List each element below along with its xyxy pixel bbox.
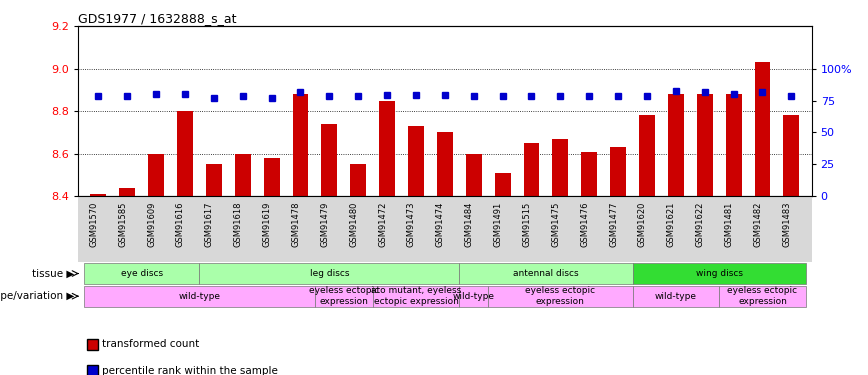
Text: GSM91570: GSM91570 <box>89 201 98 247</box>
Text: ato mutant, eyeless
ectopic expression: ato mutant, eyeless ectopic expression <box>371 286 461 306</box>
Text: eyeless ectopic
expression: eyeless ectopic expression <box>309 286 378 306</box>
Bar <box>351 164 366 196</box>
Bar <box>633 285 720 307</box>
Bar <box>639 116 655 196</box>
Bar <box>754 62 771 196</box>
Bar <box>321 124 338 196</box>
Text: GSM91620: GSM91620 <box>638 201 647 247</box>
Bar <box>148 154 164 196</box>
Text: GSM91476: GSM91476 <box>580 201 589 247</box>
Bar <box>206 164 222 196</box>
Bar <box>84 285 315 307</box>
Text: GSM91515: GSM91515 <box>523 201 531 247</box>
Bar <box>177 111 193 196</box>
Text: GSM91483: GSM91483 <box>782 201 792 247</box>
Text: GSM91474: GSM91474 <box>436 201 445 247</box>
Bar <box>379 100 395 196</box>
Text: GSM91479: GSM91479 <box>320 201 329 247</box>
Bar <box>84 263 200 284</box>
Bar <box>264 158 279 196</box>
Text: GSM91480: GSM91480 <box>349 201 358 247</box>
Text: wing discs: wing discs <box>695 269 743 278</box>
Text: GSM91617: GSM91617 <box>205 201 214 247</box>
Bar <box>488 285 633 307</box>
Text: GSM91481: GSM91481 <box>725 201 733 247</box>
Bar <box>90 194 106 196</box>
Text: GSM91484: GSM91484 <box>464 201 474 247</box>
Bar <box>408 126 424 196</box>
Text: eyeless ectopic
expression: eyeless ectopic expression <box>525 286 595 306</box>
Bar <box>459 285 488 307</box>
Text: GSM91472: GSM91472 <box>378 201 387 247</box>
Text: wild-type: wild-type <box>654 292 697 301</box>
Text: GSM91585: GSM91585 <box>118 201 128 247</box>
Text: wild-type: wild-type <box>179 292 220 301</box>
Text: transformed count: transformed count <box>102 339 199 349</box>
Text: GSM91616: GSM91616 <box>176 201 185 247</box>
Bar <box>293 94 308 196</box>
Text: percentile rank within the sample: percentile rank within the sample <box>102 366 278 375</box>
Bar <box>552 139 569 196</box>
Bar <box>495 173 510 196</box>
Bar <box>582 152 597 196</box>
Text: GSM91619: GSM91619 <box>263 201 272 247</box>
Text: GSM91621: GSM91621 <box>667 201 676 247</box>
Bar <box>459 263 633 284</box>
Text: genotype/variation ▶: genotype/variation ▶ <box>0 291 75 301</box>
Text: GSM91618: GSM91618 <box>233 201 243 247</box>
Bar <box>720 285 806 307</box>
Text: eye discs: eye discs <box>121 269 162 278</box>
Bar <box>697 94 713 196</box>
Text: GSM91622: GSM91622 <box>696 201 705 247</box>
Text: wild-type: wild-type <box>453 292 495 301</box>
Text: GSM91482: GSM91482 <box>753 201 762 247</box>
Bar <box>119 188 135 196</box>
Text: antennal discs: antennal discs <box>513 269 579 278</box>
Text: eyeless ectopic
expression: eyeless ectopic expression <box>727 286 798 306</box>
Bar <box>372 285 459 307</box>
Bar <box>667 94 684 196</box>
Text: GSM91473: GSM91473 <box>407 201 416 247</box>
Bar <box>610 147 626 196</box>
Bar <box>200 263 459 284</box>
Text: GSM91609: GSM91609 <box>147 201 156 247</box>
Text: GSM91477: GSM91477 <box>609 201 618 247</box>
Bar <box>523 143 539 196</box>
Bar <box>633 263 806 284</box>
Bar <box>437 132 453 196</box>
Bar <box>726 94 741 196</box>
Text: leg discs: leg discs <box>310 269 349 278</box>
Bar <box>466 154 482 196</box>
Bar <box>315 285 372 307</box>
Bar <box>234 154 251 196</box>
Bar <box>784 116 799 196</box>
Text: GSM91478: GSM91478 <box>292 201 300 247</box>
Text: GDS1977 / 1632888_s_at: GDS1977 / 1632888_s_at <box>78 12 237 25</box>
Text: GSM91491: GSM91491 <box>494 201 503 247</box>
Text: tissue ▶: tissue ▶ <box>32 268 75 279</box>
Text: GSM91475: GSM91475 <box>551 201 561 247</box>
